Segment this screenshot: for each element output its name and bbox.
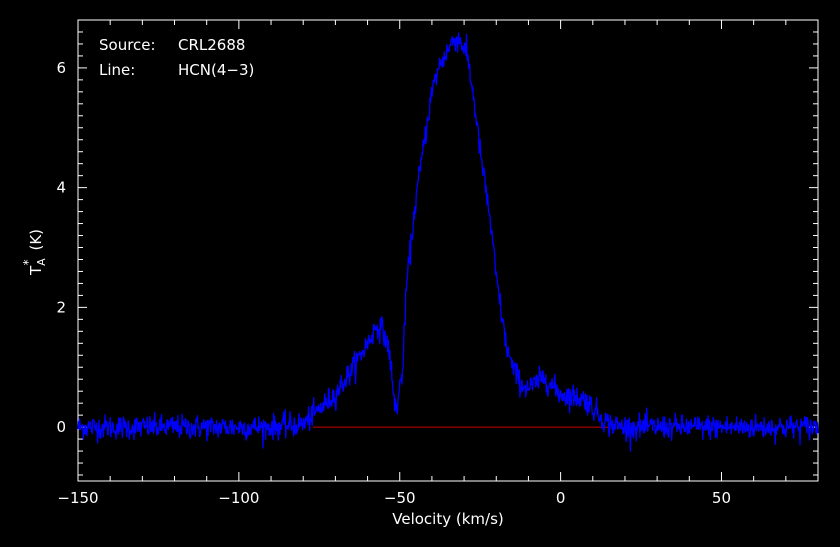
x-tick-label: 50 [712, 489, 731, 507]
source-value: CRL2688 [178, 36, 245, 54]
y-tick-label: 0 [56, 418, 66, 436]
spectrum-line [77, 32, 819, 452]
line-value: HCN(4−3) [178, 61, 254, 79]
plot-frame [77, 19, 819, 482]
y-axis-label-sup: * [21, 259, 35, 265]
axis-ticks [77, 20, 819, 481]
line-label: Line: [99, 61, 135, 79]
axis-tick-labels: −150 −100 −50 0 50 0 2 4 6 [56, 59, 731, 507]
y-tick-label: 4 [56, 179, 66, 197]
x-tick-label: −100 [218, 489, 259, 507]
y-axis-label-unit: (K) [27, 229, 45, 251]
source-label: Source: [99, 36, 156, 54]
svg-text:TA* (K): TA* (K) [21, 229, 48, 276]
y-tick-label: 6 [56, 59, 66, 77]
x-tick-label: −150 [57, 489, 98, 507]
x-tick-label: −50 [384, 489, 416, 507]
y-axis-label-sub: A [35, 258, 48, 266]
series-group [77, 32, 819, 452]
x-tick-label: 0 [556, 489, 566, 507]
y-axis-label: TA* (K) [21, 229, 48, 276]
y-axis-label-main: T [27, 265, 45, 276]
y-tick-label: 2 [56, 298, 66, 316]
x-axis-label: Velocity (km/s) [392, 510, 503, 528]
